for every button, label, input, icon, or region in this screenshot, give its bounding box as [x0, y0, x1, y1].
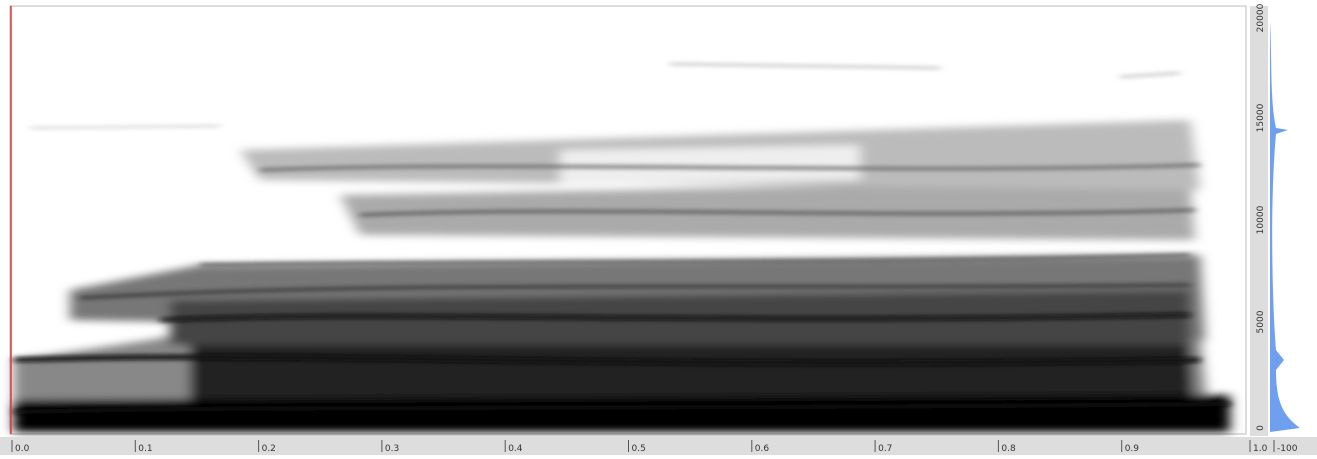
- time-tick-label: 0.0: [15, 444, 30, 454]
- time-end-label: 1.0: [1253, 444, 1268, 454]
- frequency-tick-label: 5000: [1256, 310, 1266, 333]
- time-tick-label: 0.5: [632, 444, 646, 454]
- frequency-ruler: [1250, 6, 1268, 436]
- time-tick-label: 0.3: [385, 444, 399, 454]
- harmonic-lines: [13, 63, 1231, 414]
- time-tick-label: 0.1: [138, 444, 152, 454]
- time-tick-label: 0.2: [262, 444, 276, 454]
- spectrum-axis-label: -100: [1277, 444, 1298, 454]
- frequency-tick-label: 0: [1256, 425, 1266, 431]
- time-tick-label: 0.8: [1001, 444, 1016, 454]
- time-tick-label: 0.7: [878, 444, 892, 454]
- time-ruler: [0, 437, 1317, 455]
- frequency-tick-label: 20000: [1256, 3, 1266, 32]
- time-tick-label: 0.6: [755, 444, 770, 454]
- time-tick-label: 0.9: [1125, 444, 1140, 454]
- frequency-tick-label: 15000: [1256, 103, 1266, 132]
- time-tick-label: 0.4: [508, 444, 523, 454]
- spectrum-plot: [1270, 20, 1300, 432]
- frequency-tick-label: 10000: [1256, 205, 1266, 234]
